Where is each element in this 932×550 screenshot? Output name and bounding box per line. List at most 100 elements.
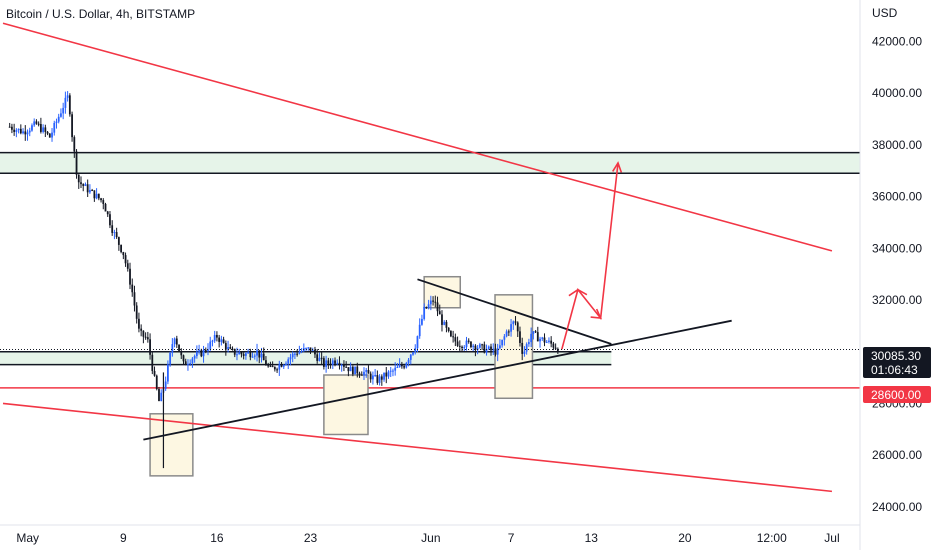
candle-body-97: [224, 343, 227, 350]
candle-180: [409, 353, 412, 365]
candle-236: [534, 330, 537, 333]
candle-body-167: [380, 376, 383, 380]
candle-106: [244, 351, 247, 360]
candle-body-127: [291, 353, 294, 358]
candle-body-25: [64, 97, 67, 108]
candle-body-214: [485, 348, 488, 353]
candle-body-146: [334, 360, 336, 364]
candle-188: [427, 299, 430, 310]
candle-body-231: [523, 351, 526, 354]
candle-body-126: [289, 357, 292, 360]
candle-body-36: [89, 190, 91, 193]
candle-224: [507, 329, 510, 337]
candle-29: [73, 135, 76, 158]
candle-body-168: [383, 372, 385, 380]
candle-body-124: [285, 363, 287, 366]
candle-body-4: [17, 128, 20, 131]
candle-55: [131, 278, 134, 297]
last-price-label: 30085.30: [871, 349, 921, 363]
candle-11: [33, 118, 36, 127]
candle-body-138: [316, 354, 319, 361]
candle-68: [160, 389, 163, 402]
candle-body-54: [129, 268, 131, 285]
time-axis[interactable]: May 9 16 23 Jun 7 13 20 12:00 Jul: [16, 531, 839, 545]
candle-16: [44, 124, 47, 138]
candle-body-188: [427, 304, 430, 309]
candle-body-193: [438, 311, 441, 315]
candle-50: [120, 244, 123, 254]
candle-232: [525, 342, 528, 355]
boxes-layer: [149, 275, 534, 477]
candle-body-244: [552, 343, 555, 348]
candle-body-237: [536, 332, 539, 342]
candle-53: [126, 259, 129, 272]
candle-body-123: [282, 365, 285, 367]
candle-129: [296, 349, 299, 357]
candle-body-179: [407, 359, 410, 364]
candle-204: [463, 345, 466, 351]
candle-199: [452, 330, 455, 343]
candle-99: [229, 344, 232, 350]
candle-77: [180, 348, 183, 359]
candle-body-60: [142, 330, 145, 337]
candle-body-47: [113, 232, 116, 234]
candle-body-141: [322, 358, 325, 367]
candle-244: [552, 341, 555, 351]
candle-body-165: [376, 375, 379, 383]
x-tick-label-6: 13: [585, 531, 599, 545]
candle-181: [412, 351, 414, 356]
candle-231: [523, 346, 526, 357]
candle-body-191: [434, 301, 437, 303]
candle-164: [374, 368, 377, 377]
candle-83: [193, 354, 196, 363]
candle-169: [385, 366, 388, 384]
candle-94: [218, 334, 221, 348]
candle-195: [443, 320, 446, 326]
candle-194: [441, 310, 443, 332]
candle-body-100: [231, 348, 234, 350]
candle-85: [198, 344, 200, 355]
candle-170: [387, 370, 390, 379]
candle-116: [267, 362, 270, 368]
y-tick-label-5: 34000.00: [872, 241, 922, 255]
candle-82: [191, 356, 194, 368]
candle-225: [510, 318, 512, 337]
candle-18: [48, 133, 51, 138]
candle-body-12: [35, 121, 38, 124]
candle-body-174: [396, 366, 399, 368]
candle-body-184: [418, 324, 421, 337]
candle-body-169: [385, 372, 388, 377]
candle-body-35: [86, 184, 89, 193]
candle-body-99: [229, 347, 232, 349]
candle-body-153: [349, 366, 352, 372]
candle-body-19: [51, 132, 53, 138]
candle-body-181: [412, 352, 414, 355]
candle-78: [182, 354, 185, 365]
candle-body-183: [416, 336, 419, 349]
candle-body-113: [260, 353, 263, 358]
candle-56: [133, 285, 136, 312]
candle-body-15: [42, 127, 45, 132]
x-tick-label-2: 16: [210, 531, 224, 545]
candle-body-177: [403, 366, 405, 368]
candle-239: [541, 336, 544, 341]
candle-15: [42, 124, 45, 134]
candle-156: [356, 362, 359, 378]
candle-body-92: [213, 334, 216, 341]
candle-body-21: [55, 121, 58, 123]
chart-title: Bitcoin / U.S. Dollar, 4h, BITSTAMP: [6, 7, 195, 21]
candle-body-95: [220, 339, 223, 342]
candle-34: [84, 182, 87, 187]
candle-body-196: [445, 321, 448, 328]
candle-143: [327, 357, 330, 369]
candle-body-117: [269, 365, 272, 367]
projection-arrowhead: [612, 161, 623, 173]
candle-body-5: [19, 128, 22, 134]
level-tag: [863, 386, 931, 403]
candle-body-20: [53, 122, 56, 133]
candle-115: [265, 356, 267, 366]
candle-125: [287, 357, 290, 370]
candle-body-120: [276, 369, 278, 371]
